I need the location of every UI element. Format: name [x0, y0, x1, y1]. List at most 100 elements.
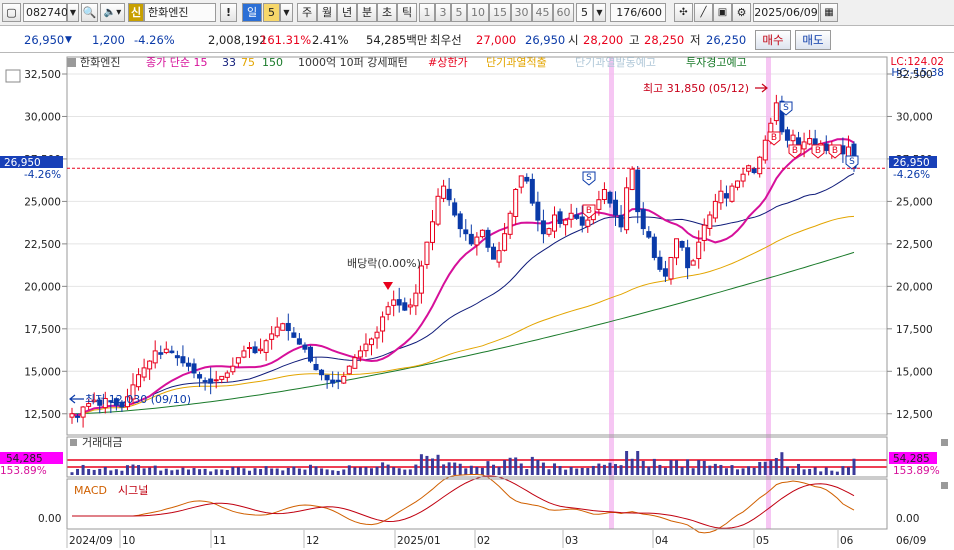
high-annotation: 최고 31,850 (05/12) — [643, 82, 749, 95]
search-icon[interactable]: 🔍 — [81, 3, 98, 22]
volume-bar — [76, 468, 80, 475]
gear-icon[interactable]: ⚙ — [732, 3, 751, 22]
interval-1-button[interactable]: 1 — [419, 3, 435, 22]
volume-bar — [830, 470, 834, 475]
crosshair-icon[interactable]: ✣ — [674, 3, 693, 22]
interval-30-button[interactable]: 30 — [511, 3, 532, 22]
interval-3-button[interactable]: 3 — [435, 3, 451, 22]
candle-body — [208, 378, 214, 384]
window-menu-icon[interactable]: ▢ — [2, 3, 21, 22]
volume-bar — [774, 457, 778, 475]
buy-button[interactable]: 매수 — [755, 30, 791, 50]
x-tick-label: 05 — [756, 535, 769, 547]
volume-bar — [852, 458, 856, 475]
down-arrow-icon: ▼ — [65, 35, 72, 45]
volume-bar — [425, 455, 429, 475]
stock-chart[interactable]: S B S B B B B S 한화엔진 종가 단순 15 33 75 150 1000억 1… — [0, 54, 954, 550]
volume-bar — [331, 470, 335, 475]
interval-10-button[interactable]: 10 — [467, 3, 489, 22]
volume-bar — [186, 469, 190, 475]
volume-bar — [819, 471, 823, 475]
candle-body — [463, 229, 469, 235]
candle-body — [485, 229, 491, 248]
sell-button[interactable]: 매도 — [795, 30, 831, 50]
volume-bar — [503, 460, 507, 475]
stock-name-field[interactable]: 한화엔진 — [144, 3, 216, 22]
price-change: 1,200 — [92, 33, 125, 47]
volume-bar — [797, 463, 801, 475]
volume-bar — [658, 464, 662, 475]
volume-bar — [641, 460, 645, 475]
volume-bar — [214, 469, 218, 475]
interval-input[interactable]: 5 — [576, 3, 593, 22]
volume-bar — [92, 469, 96, 475]
interval-60-button[interactable]: 60 — [553, 3, 574, 22]
candle-count-field[interactable]: 176/600 — [610, 3, 666, 22]
signal-marker-shape — [779, 101, 793, 116]
interval-15-button[interactable]: 15 — [489, 3, 511, 22]
period-second-tab[interactable]: 초 — [377, 3, 397, 22]
macd-lines — [72, 474, 855, 534]
period-tick-tab[interactable]: 틱 — [397, 3, 417, 22]
volume-bar — [636, 451, 640, 475]
volume-bar — [730, 465, 734, 475]
legend-investment-warning: 투자경고예고 — [686, 56, 747, 69]
candle-body — [91, 399, 97, 403]
interval-dropdown-icon[interactable]: ▼ — [593, 3, 606, 22]
period-week-tab[interactable]: 주 — [297, 3, 317, 22]
volume-bar — [453, 462, 457, 475]
volume-bar — [153, 465, 157, 475]
interval-45-button[interactable]: 45 — [532, 3, 553, 22]
volume-bar — [137, 465, 141, 475]
candle-body — [651, 236, 657, 258]
volume-collapse-icon — [70, 439, 77, 446]
toolbar: ▢ 082740 ▼ 🔍 🔈▾ 신 한화엔진 ! 일 5 ▼ 주 월 년 분 초… — [0, 0, 954, 26]
open-label: 시 — [568, 33, 579, 47]
period-day-tab[interactable]: 일 — [242, 3, 262, 22]
lc-value: LC:124.02 — [891, 56, 944, 68]
period-number-field[interactable]: 5 — [263, 3, 280, 22]
period-year-tab[interactable]: 년 — [337, 3, 357, 22]
alert-button[interactable]: ! — [220, 3, 237, 22]
date-field[interactable]: 2025/06/09 — [753, 3, 819, 22]
volume-bar — [791, 468, 795, 475]
candle-body — [707, 214, 713, 229]
period-minute-tab[interactable]: 분 — [357, 3, 377, 22]
volume-bar — [508, 457, 512, 475]
candle-body — [202, 380, 208, 383]
x-tick-label: 04 — [655, 535, 669, 547]
volume-bar — [741, 468, 745, 475]
volume-bar — [458, 463, 462, 475]
candle-body — [396, 299, 402, 306]
interval-5-button[interactable]: 5 — [451, 3, 467, 22]
period-month-tab[interactable]: 월 — [317, 3, 337, 22]
signal-marker-label: B — [771, 133, 777, 143]
calendar-icon[interactable]: ▦ — [820, 3, 838, 22]
volume-bar — [663, 467, 667, 475]
volume-bar — [247, 470, 251, 475]
candle-body — [97, 399, 103, 406]
period-dropdown-icon[interactable]: ▼ — [280, 3, 293, 22]
volume-bar — [336, 470, 340, 475]
volume-value: 2,008,192 — [208, 33, 267, 47]
candle-body — [524, 176, 530, 182]
sound-icon[interactable]: 🔈▾ — [100, 3, 125, 22]
save-icon[interactable]: ▣ — [713, 3, 732, 22]
volume-bar — [87, 469, 91, 475]
candle-body — [735, 180, 741, 188]
volume-bar — [198, 469, 202, 475]
candle-body — [363, 343, 369, 352]
volume-bar — [469, 465, 473, 475]
candle-body — [823, 143, 829, 151]
draw-line-icon[interactable]: ╱ — [694, 3, 713, 22]
x-tick-label: 06 — [840, 535, 854, 547]
legend-toggle-icon — [5, 69, 21, 83]
code-dropdown-icon[interactable]: ▼ — [67, 3, 79, 22]
stock-code-input[interactable]: 082740 — [23, 3, 68, 22]
volume-bar — [142, 468, 146, 475]
event-highlights — [609, 57, 771, 529]
candle-body — [579, 216, 585, 226]
volume-bar — [259, 469, 263, 475]
candle-body — [840, 145, 846, 155]
volume-bar — [192, 468, 196, 475]
